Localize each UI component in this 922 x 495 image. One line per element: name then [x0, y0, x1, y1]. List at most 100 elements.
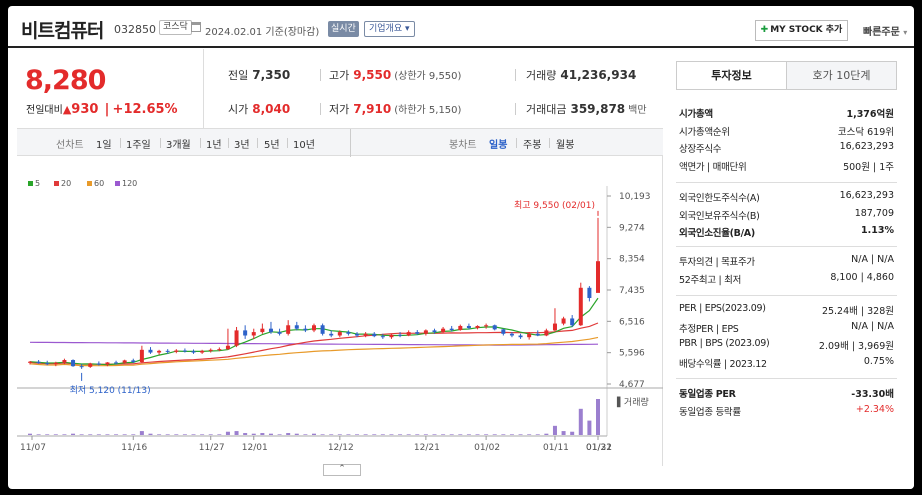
candle-body: [225, 345, 230, 350]
volume-bar: [286, 433, 291, 435]
volume-bar: [561, 431, 566, 435]
candle-body: [251, 332, 256, 336]
tab-line-1y[interactable]: 1년: [206, 140, 222, 151]
x-tick-label: 12/12: [328, 443, 354, 453]
candle-body: [234, 330, 239, 346]
info-row-value: 1,376억원: [846, 109, 894, 120]
info-row: 동일업종 PER -33.30배: [679, 386, 894, 401]
tab-candle-weekly[interactable]: 주봉: [523, 140, 542, 151]
candle-body: [441, 328, 446, 333]
info-row-value: 2.09배 | 3,969원: [818, 341, 894, 352]
info-row-value: 16,623,293: [839, 190, 894, 201]
info-row-value: 16,623,293: [839, 141, 894, 152]
candle-body: [372, 333, 377, 337]
candle-body: [363, 333, 368, 336]
candle-body: [148, 349, 153, 353]
volume-bar: [449, 434, 454, 435]
volume-bar: [509, 434, 514, 435]
info-row-label: 시가총액순위: [679, 126, 730, 138]
volume-bar: [174, 434, 179, 435]
info-row-label: 추정PER | EPS: [679, 323, 739, 335]
candle-body: [492, 325, 497, 330]
candle-body: [552, 323, 557, 331]
candle-body: [406, 332, 411, 336]
volume-bar: [578, 408, 583, 435]
candle-body: [346, 332, 351, 334]
info-row-label: 동일업종 PER: [679, 389, 736, 400]
volume-bar: [337, 434, 342, 435]
info-row-value: 0.75%: [863, 355, 894, 367]
volume-bar: [320, 434, 325, 435]
chart-canvas[interactable]: 10,193 9,274 8,354 7,435 6,516 5,596 4,677 ▌거래량…: [17, 156, 663, 466]
base-date: 2024.02.01 기준(장마감): [205, 27, 320, 38]
divider: [287, 138, 288, 148]
company-overview-dropdown[interactable]: 기업개요 ▾: [364, 21, 415, 37]
candle-body: [423, 330, 428, 334]
info-row: 액면가 | 매매단위 500원 | 1주: [679, 159, 894, 174]
up-triangle-icon: ▲: [62, 103, 72, 116]
info-row-label: 외국인보유주식수(B): [679, 210, 760, 222]
stat-trade-amount: 거래대금 359,878 백만: [526, 102, 647, 116]
legend-swatch: [54, 181, 59, 186]
tab-invest-info[interactable]: 투자정보: [676, 61, 787, 90]
info-row-label: 시가총액: [679, 109, 713, 120]
tab-line-3m[interactable]: 3개월: [166, 140, 191, 151]
info-row: 상장주식수 16,623,293: [679, 141, 894, 156]
candle-chart-label[interactable]: 봉차트: [449, 140, 477, 151]
divider: [228, 138, 229, 148]
candle-body: [337, 332, 342, 336]
divider: [515, 69, 516, 81]
x-tick-label: 01/22: [586, 443, 612, 453]
line-chart-label[interactable]: 선차트: [56, 140, 84, 151]
chart-collapse-handle[interactable]: ⌃: [323, 464, 361, 476]
quick-order-link[interactable]: 빠른주문 ▾: [863, 27, 908, 38]
volume-bar: [294, 433, 299, 435]
volume-bar: [114, 434, 119, 435]
candle-body: [286, 325, 291, 334]
y-tick-label: 4,677: [619, 380, 645, 390]
info-row-value: N/A | N/A: [851, 254, 894, 265]
candle-body: [320, 325, 325, 334]
tab-line-1d[interactable]: 1일: [96, 140, 112, 151]
tab-line-1w[interactable]: 1주일: [126, 140, 151, 151]
candle-body: [329, 333, 334, 336]
stat-open: 시가 8,040: [228, 102, 291, 116]
candle-body: [312, 325, 316, 331]
candle-body: [475, 325, 480, 329]
info-row: 시가총액순위 코스닥 619위: [679, 124, 894, 139]
candle-body: [208, 349, 213, 351]
divider: [200, 138, 201, 148]
info-row: 외국인보유주식수(B) 187,709: [679, 208, 894, 223]
volume-bar: [570, 431, 575, 435]
y-tick-label: 8,354: [619, 255, 645, 265]
price-change: 전일대비▲930 | +12.65%: [26, 102, 178, 117]
legend-ma20: 20: [54, 179, 71, 188]
info-row-label: PBR | BPS (2023.09): [679, 338, 770, 349]
info-row: 배당수익률 | 2023.12 0.75%: [679, 356, 894, 371]
candle-body: [53, 362, 58, 365]
volume-bar: [217, 434, 222, 435]
volume-bar: [53, 434, 58, 435]
candle-body: [466, 325, 471, 329]
change-separator: |: [104, 102, 110, 117]
volume-bar: [398, 434, 403, 435]
info-row-label: 동일업종 등락률: [679, 406, 741, 418]
candle-body: [527, 333, 532, 338]
volume-bar: [355, 434, 360, 435]
tab-line-10y[interactable]: 10년: [293, 140, 315, 151]
tab-candle-daily[interactable]: 일봉: [489, 140, 508, 151]
tab-line-5y[interactable]: 5년: [264, 140, 280, 151]
divider: [257, 138, 258, 148]
tab-orderbook-10[interactable]: 호가 10단계: [786, 61, 897, 90]
volume-bar: [225, 431, 230, 435]
volume-bar: [484, 434, 489, 435]
chevron-down-icon: ▾: [903, 28, 908, 37]
price-chart[interactable]: 5 20 60 120 10,193 9,274 8,354 7,435 6,516 5,…: [17, 156, 663, 466]
realtime-button[interactable]: 실시간: [328, 21, 359, 37]
tab-line-3y[interactable]: 3년: [234, 140, 250, 151]
my-stock-add-button[interactable]: ✚ MY STOCK 추가: [755, 20, 848, 41]
stat-volume: 거래량 41,236,934: [526, 68, 637, 82]
x-tick-label: 01/31: [586, 443, 612, 453]
candle-body: [501, 329, 506, 334]
tab-candle-monthly[interactable]: 월봉: [556, 140, 575, 151]
